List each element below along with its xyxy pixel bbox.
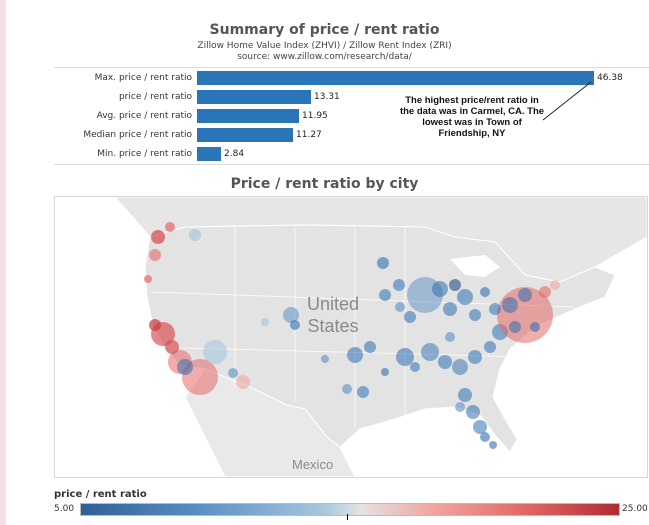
city-bubble (530, 322, 540, 332)
bar-mark[interactable] (197, 128, 293, 142)
bar-mark[interactable] (197, 71, 594, 85)
city-bubble (321, 355, 329, 363)
city-bubble (228, 368, 238, 378)
city-bubble (489, 303, 501, 315)
city-bubble (502, 297, 518, 313)
city-map[interactable]: United States Mexico (54, 196, 648, 478)
city-bubble (404, 311, 416, 323)
city-bubble (455, 402, 465, 412)
city-bubble (290, 320, 300, 330)
city-bubble (165, 340, 179, 354)
great-lakes (450, 255, 500, 277)
city-bubble (550, 280, 560, 290)
bar-value-label: 46.38 (597, 73, 623, 83)
city-bubble (480, 432, 490, 442)
summary-chart-title: Summary of price / rent ratio (209, 22, 440, 38)
bar-value-label: 11.27 (296, 130, 322, 140)
legend-color-ramp (80, 503, 620, 516)
legend-min-label: 5.00 (54, 504, 75, 514)
bar-category-label: Min. price / rent ratio (97, 149, 192, 159)
bar-category-label: Median price / rent ratio (83, 130, 192, 140)
city-bubble (189, 229, 201, 241)
city-bubble (177, 359, 193, 375)
city-bubble (144, 275, 152, 283)
bar-mark[interactable] (197, 109, 299, 123)
city-bubble (469, 309, 481, 321)
map-label-mexico: Mexico (292, 457, 334, 472)
city-bubble (381, 368, 389, 376)
city-bubble (149, 319, 161, 331)
city-bubble (518, 288, 532, 302)
city-bubble (509, 321, 521, 333)
map-label-country: United States (307, 294, 360, 336)
legend-title: price / rent ratio (54, 489, 147, 500)
summary-top-rule (54, 67, 649, 68)
summary-bottom-rule (54, 164, 649, 165)
city-bubble (457, 289, 473, 305)
legend-max-label: 25.00 (622, 504, 648, 514)
bar-value-label: 13.31 (314, 92, 340, 102)
city-bubble (151, 230, 165, 244)
bar-category-label: price / rent ratio (118, 92, 192, 102)
city-bubble (396, 348, 414, 366)
city-bubble (445, 332, 455, 342)
city-bubble (149, 249, 161, 261)
city-bubble (484, 341, 496, 353)
city-bubble (443, 302, 457, 316)
city-bubble (473, 420, 487, 434)
city-bubble (364, 341, 376, 353)
city-bubble (347, 347, 363, 363)
summary-annotation: The highest price/rent ratio in the data… (399, 95, 545, 139)
city-bubble (432, 281, 448, 297)
city-bubble (539, 286, 551, 298)
city-bubble (261, 318, 269, 326)
city-bubble (379, 289, 391, 301)
city-bubble (466, 405, 480, 419)
map-chart-title: Price / rent ratio by city (230, 176, 419, 192)
city-bubble (377, 257, 389, 269)
city-bubble (342, 384, 352, 394)
bar-value-label: 2.84 (224, 149, 245, 159)
page-left-strip (0, 0, 6, 525)
city-bubbles (144, 222, 560, 449)
map-canvas (55, 197, 647, 477)
city-bubble (236, 375, 250, 389)
city-bubble (203, 340, 227, 364)
city-bubble (410, 362, 420, 372)
mexico-land (184, 368, 356, 477)
city-bubble (449, 279, 461, 291)
city-bubble (468, 350, 482, 364)
bar-category-label: Avg. price / rent ratio (96, 111, 192, 121)
city-bubble (395, 302, 405, 312)
bar-mark[interactable] (197, 90, 311, 104)
city-bubble (283, 307, 299, 323)
city-bubble (489, 441, 497, 449)
city-bubble (458, 388, 472, 402)
city-bubble (421, 343, 439, 361)
bar-category-label: Max. price / rent ratio (94, 73, 192, 83)
city-bubble (357, 386, 369, 398)
bar-value-label: 11.95 (302, 111, 328, 121)
city-bubble (452, 359, 468, 375)
bar-mark[interactable] (197, 147, 221, 161)
city-bubble (393, 279, 405, 291)
summary-chart-subtitle: Zillow Home Value Index (ZHVI) / Zillow … (197, 41, 452, 51)
city-bubble (438, 355, 452, 369)
legend-midpoint-marker (347, 514, 348, 520)
city-bubble (165, 222, 175, 232)
city-bubble (480, 287, 490, 297)
summary-chart-source: source: www.zillow.com/research/data/ (237, 52, 412, 62)
